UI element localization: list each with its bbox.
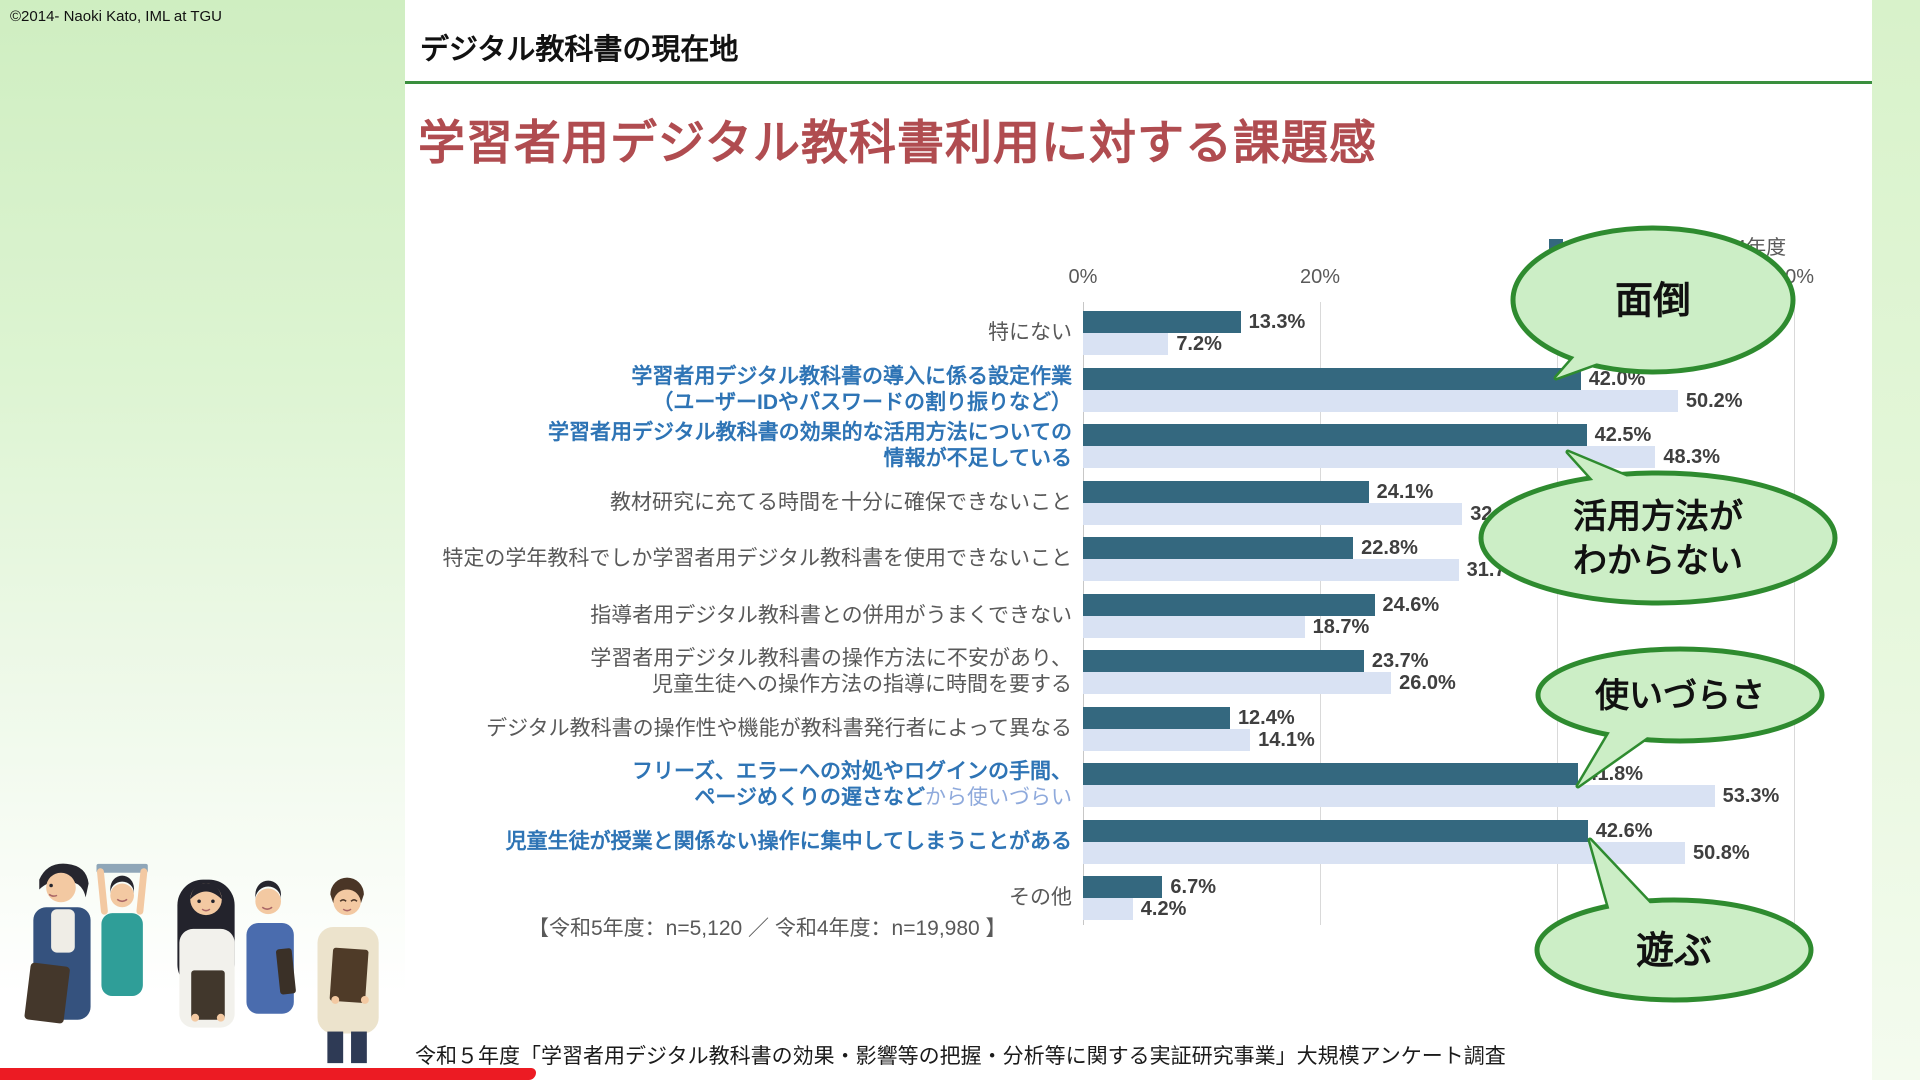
category-label: 指導者用デジタル教科書との併用がうまくできない [590,603,1072,629]
category-label: その他 [1009,885,1072,911]
category-label: 教材研究に充てる時間を十分に確保できないこと [610,490,1072,516]
value-label: 4.2% [1140,898,1187,920]
value-label: 23.7% [1371,650,1429,672]
category-text: 特定の学年教科でしか学習者用デジタル教科書を使用できないこと [442,547,1072,570]
value-label: 14.1% [1258,728,1315,751]
bar-reiwa4-4 [1083,559,1459,581]
value-label: 6.7% [1170,876,1216,898]
category-text: 情報が不足している [883,447,1072,470]
bar-reiwa4-5 [1083,615,1305,638]
legend-item-reiwa4: 令和4年度 [1676,231,1786,260]
axis-tick-20%: 20% [1299,266,1341,288]
category-text: フリーズ、エラーへの対処やログインの手間、 [632,760,1072,783]
gridline-60% [1794,302,1795,925]
value-label: 53.3% [1722,785,1780,807]
student-boy-blue [246,880,296,1014]
category-label: 学習者用デジタル教科書の操作方法に不安があり、児童生徒への操作方法の指導に時間を… [590,646,1072,698]
value-label: 50.2% [1685,389,1743,412]
bar-reiwa5-8 [1083,763,1579,785]
bar-reiwa5-7 [1083,706,1230,729]
category-text: デジタル教科書の操作性や機能が教科書発行者によって異なる [486,716,1072,740]
value-label: 32.0% [1470,502,1527,525]
category-label: デジタル教科書の操作性や機能が教科書発行者によって異なる [486,716,1072,742]
category-label: 学習者用デジタル教科書の導入に係る設定作業 （ユーザーIDやパスワードの割り振りな… [631,364,1072,416]
category-text: 特にない [988,321,1072,344]
category-label: 特にない [988,320,1072,346]
bar-reiwa5-3 [1083,480,1369,503]
bar-reiwa4-3 [1083,502,1463,525]
category-text: 教材研究に充てる時間を十分に確保できないこと [610,490,1072,514]
category-text: から使いづらい [925,786,1072,809]
value-label: 18.7% [1312,615,1370,638]
category-label: フリーズ、エラーへの対処やログインの手間、ページめくりの遅さなどから使いづらい [632,759,1072,811]
bar-reiwa5-6 [1083,650,1364,672]
slide-header: デジタル教科書の現在地 [420,34,739,66]
legend-label-reiwa5: 令和5年度 [1568,237,1660,259]
value-label: 31.7% [1466,559,1524,581]
bar-reiwa5-0 [1083,311,1241,333]
axis-tick-40%: 40% [1536,266,1578,288]
source-caption: 令和５年度「学習者用デジタル教科書の効果・影響等の把握・分析等に関する実証研究事… [415,1045,1506,1068]
bar-reiwa4-7 [1083,728,1251,751]
bar-reiwa5-2 [1083,424,1587,446]
value-label: 26.0% [1399,672,1456,694]
bar-reiwa5-5 [1083,593,1375,616]
axis-tick-60%: 60% [1773,266,1815,288]
bar-reiwa4-8 [1083,785,1715,807]
axis-tick-0%: 0% [1068,266,1098,288]
category-text: 学習者用デジタル教科書の操作方法に不安があり、 [590,647,1072,670]
value-label: 24.6% [1382,593,1440,616]
category-label: 特定の学年教科でしか学習者用デジタル教科書を使用できないこと [442,546,1072,572]
bar-reiwa4-10 [1083,898,1133,920]
student-boy-teal [96,863,148,997]
bar-reiwa5-9 [1083,819,1588,842]
value-label: 50.8% [1692,841,1750,864]
category-text: ページめくりの遅さなど [694,786,925,809]
category-text: 学習者用デジタル教科書の効果的な活用方法についての [548,421,1072,444]
student-girl-right [317,877,379,1064]
legend-swatch-reiwa4 [1676,238,1690,253]
legend-label-reiwa4: 令和4年度 [1695,237,1787,259]
page-title: 学習者用デジタル教科書利用に対する課題感 [418,116,1378,169]
category-text: 児童生徒が授業と関係ない操作に集中してしまうことがある [505,829,1072,853]
category-text: その他 [1009,886,1072,909]
bar-reiwa4-2 [1083,446,1656,468]
value-label: 13.3% [1248,311,1306,333]
value-label: 24.1% [1376,480,1434,503]
student-girl-center [177,879,235,1028]
gridline-40% [1557,302,1558,925]
bar-reiwa5-1 [1083,367,1581,390]
students-illustration [24,863,379,1064]
bar-reiwa5-10 [1083,876,1163,898]
bar-reiwa5-4 [1083,537,1354,559]
red-accent-bar [0,1068,536,1080]
value-label: 22.8% [1361,537,1418,559]
value-label: 12.4% [1237,706,1295,729]
value-label: 42.5% [1594,424,1652,446]
student-boy-navy [24,863,91,1024]
value-label: 42.0% [1588,367,1646,390]
category-label: 学習者用デジタル教科書の効果的な活用方法についての情報が不足している [548,420,1072,472]
category-text: 指導者用デジタル教科書との併用がうまくできない [590,603,1072,627]
right-gradient-panel [1872,0,1920,1080]
copyright-text: ©2014- Naoki Kato, IML at TGU [10,8,222,25]
category-text: 児童生徒への操作方法の指導に時間を要する [652,673,1072,696]
header-divider [405,81,1872,84]
bar-reiwa4-0 [1083,333,1169,355]
value-label: 48.3% [1663,446,1721,468]
category-text: 学習者用デジタル教科書の導入に係る設定作業 [631,364,1072,388]
bar-reiwa4-6 [1083,672,1392,694]
bar-reiwa4-9 [1083,841,1685,864]
legend-item-reiwa5: 令和5年度 [1549,231,1659,260]
value-label: 41.8% [1586,763,1644,785]
sample-size-note: 【令和5年度：n=5,120 ／ 令和4年度：n=19,980 】 [528,917,1007,940]
category-label: 児童生徒が授業と関係ない操作に集中してしまうことがある [506,829,1072,855]
category-text: （ユーザーIDやパスワードの割り振りなど） [652,390,1072,414]
legend-swatch-reiwa5 [1549,238,1563,253]
bar-reiwa4-1 [1083,389,1678,412]
value-label: 7.2% [1176,333,1222,355]
value-label: 42.6% [1595,819,1653,842]
